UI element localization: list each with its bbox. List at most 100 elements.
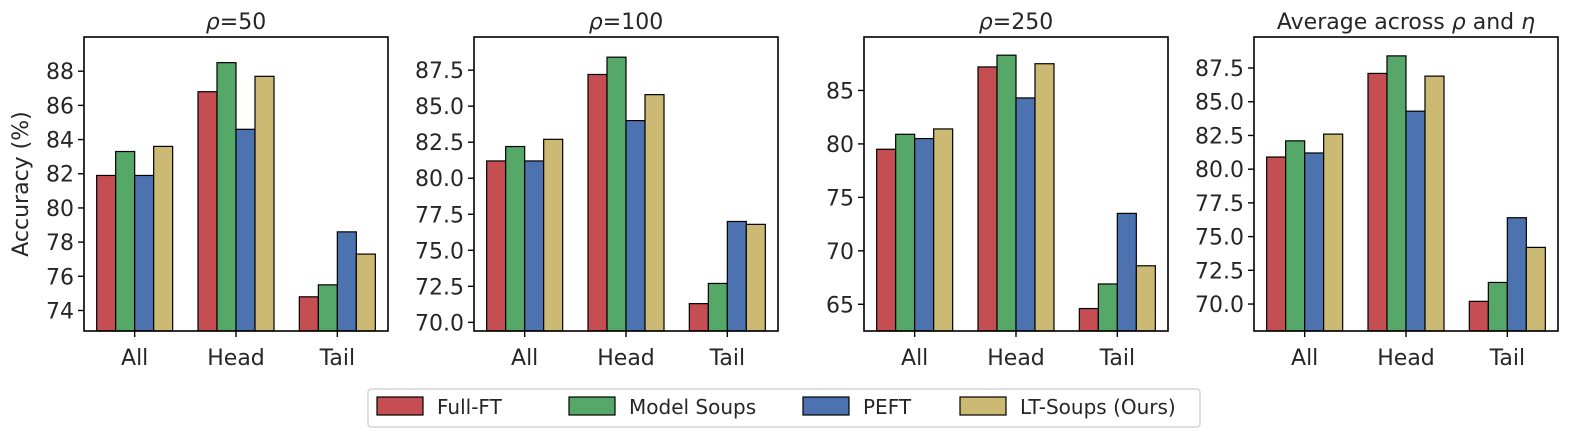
- y-tick-label: 80.0: [415, 167, 464, 192]
- bar-peft-tail: [336, 231, 357, 332]
- y-axis-label: Accuracy (%): [9, 111, 34, 257]
- bar-full-ft-head: [1367, 72, 1388, 332]
- y-tick-label: 70.0: [1195, 293, 1244, 318]
- bar-peft-all: [1304, 152, 1325, 332]
- x-tick-label-tail: Tail: [319, 346, 356, 371]
- legend-label-4: LT-Soups (Ours): [1020, 395, 1176, 419]
- y-tick-label: 75.0: [1195, 226, 1244, 251]
- panel-title: Average across ρ and η: [1277, 10, 1535, 35]
- panel-1: 74 76 78 80 82 84 86 88 All Head Tail ρ=50 Accuracy …: [9, 10, 389, 371]
- y-tick-label: 72.5: [1195, 259, 1244, 284]
- bar-lt-soups-ours-head: [1034, 63, 1055, 332]
- bar-full-ft-head: [977, 66, 998, 332]
- y-tick-label: 82: [46, 163, 74, 188]
- y-tick-label: 65: [826, 293, 854, 318]
- chart-panels: 74 76 78 80 82 84 86 88 All Head Tail ρ=50 Accuracy …: [9, 10, 1559, 371]
- y-tick-label: 76: [46, 265, 74, 290]
- bar-full-ft-tail: [1468, 300, 1489, 332]
- bar-peft-head: [235, 128, 256, 332]
- bar-lt-soups-ours-tail: [1135, 265, 1156, 332]
- bar-model-soups-tail: [1487, 281, 1508, 332]
- y-tick-label: 85.0: [1195, 91, 1244, 116]
- bar-full-ft-all: [96, 174, 117, 332]
- legend-label-2: Model Soups: [629, 395, 756, 419]
- y-tick-label: 80.0: [1195, 158, 1244, 183]
- panel-title: ρ=50: [206, 10, 266, 35]
- bar-peft-all: [134, 174, 155, 332]
- panel-3: 65 70 75 80 85 All Head Tail ρ=250: [826, 10, 1169, 371]
- bar-peft-all: [524, 160, 545, 332]
- bar-full-ft-all: [486, 160, 507, 332]
- bar-model-soups-head: [606, 56, 627, 332]
- bar-lt-soups-ours-tail: [355, 253, 376, 332]
- bar-peft-tail: [726, 220, 747, 332]
- bar-full-ft-tail: [688, 303, 709, 332]
- bar-model-soups-all: [1285, 140, 1306, 332]
- y-tick-label: 78: [46, 231, 74, 256]
- bar-model-soups-tail: [707, 282, 728, 332]
- bar-full-ft-all: [876, 148, 897, 332]
- bar-model-soups-head: [1386, 55, 1407, 332]
- x-tick-label-all: All: [1291, 346, 1318, 371]
- panel-4: 70.0 72.5 75.0 77.5 80.0 82.5 85.0 87.5 All Head T…: [1195, 10, 1559, 371]
- x-tick-label-head: Head: [597, 346, 655, 371]
- legend: Full-FT Model Soups PEFT LT-Soups (Ours): [367, 388, 1201, 428]
- y-tick-label: 70.0: [415, 311, 464, 336]
- bar-full-ft-tail: [1078, 307, 1099, 332]
- x-tick-label-tail: Tail: [1489, 346, 1526, 371]
- bar-model-soups-tail: [1097, 283, 1118, 332]
- bar-lt-soups-ours-tail: [1525, 246, 1546, 332]
- bar-peft-head: [625, 119, 646, 332]
- legend-swatch-4: [959, 396, 1007, 416]
- y-tick-label: 80: [826, 133, 854, 158]
- y-tick-label: 75: [826, 186, 854, 211]
- bar-lt-soups-ours-head: [1424, 75, 1445, 332]
- bar-model-soups-all: [505, 145, 526, 332]
- y-tick-label: 85.0: [415, 95, 464, 120]
- y-tick-label: 87.5: [1195, 57, 1244, 82]
- legend-swatch-3: [802, 396, 850, 416]
- bar-lt-soups-ours-all: [1323, 133, 1344, 332]
- bar-full-ft-head: [587, 73, 608, 332]
- y-tick-label: 84: [46, 129, 74, 154]
- bar-peft-head: [1015, 97, 1036, 332]
- y-tick-label: 82.5: [1195, 124, 1244, 149]
- x-tick-label-head: Head: [1377, 346, 1435, 371]
- legend-swatch-2: [568, 396, 616, 416]
- y-tick-label: 77.5: [1195, 192, 1244, 217]
- y-tick-label: 70: [826, 240, 854, 265]
- x-tick-label-tail: Tail: [709, 346, 746, 371]
- bar-lt-soups-ours-head: [644, 94, 665, 332]
- x-tick-label-head: Head: [207, 346, 265, 371]
- y-tick-label: 85: [826, 79, 854, 104]
- bar-lt-soups-ours-head: [254, 75, 275, 332]
- bar-peft-tail: [1506, 217, 1527, 332]
- y-tick-label: 74: [46, 299, 74, 324]
- bar-model-soups-head: [216, 62, 237, 332]
- bar-lt-soups-ours-all: [153, 145, 174, 332]
- y-tick-label: 82.5: [415, 131, 464, 156]
- bar-peft-tail: [1116, 212, 1137, 332]
- bar-full-ft-all: [1266, 156, 1287, 332]
- bar-peft-all: [914, 137, 935, 332]
- y-tick-label: 88: [46, 60, 74, 85]
- x-tick-label-all: All: [121, 346, 148, 371]
- x-tick-label-all: All: [511, 346, 538, 371]
- y-tick-label: 77.5: [415, 203, 464, 228]
- bar-lt-soups-ours-all: [933, 128, 954, 332]
- bar-lt-soups-ours-tail: [745, 223, 766, 332]
- bar-model-soups-tail: [317, 284, 338, 332]
- panel-title: ρ=100: [589, 10, 663, 35]
- x-tick-label-tail: Tail: [1099, 346, 1136, 371]
- legend-swatch-1: [376, 396, 424, 416]
- y-tick-label: 86: [46, 94, 74, 119]
- bar-model-soups-all: [115, 150, 136, 332]
- bar-model-soups-all: [895, 133, 916, 332]
- x-tick-label-all: All: [901, 346, 928, 371]
- bar-lt-soups-ours-all: [543, 138, 564, 332]
- bar-full-ft-tail: [298, 296, 319, 332]
- bar-peft-head: [1405, 110, 1426, 332]
- panel-title: ρ=250: [979, 10, 1053, 35]
- bar-model-soups-head: [996, 54, 1017, 332]
